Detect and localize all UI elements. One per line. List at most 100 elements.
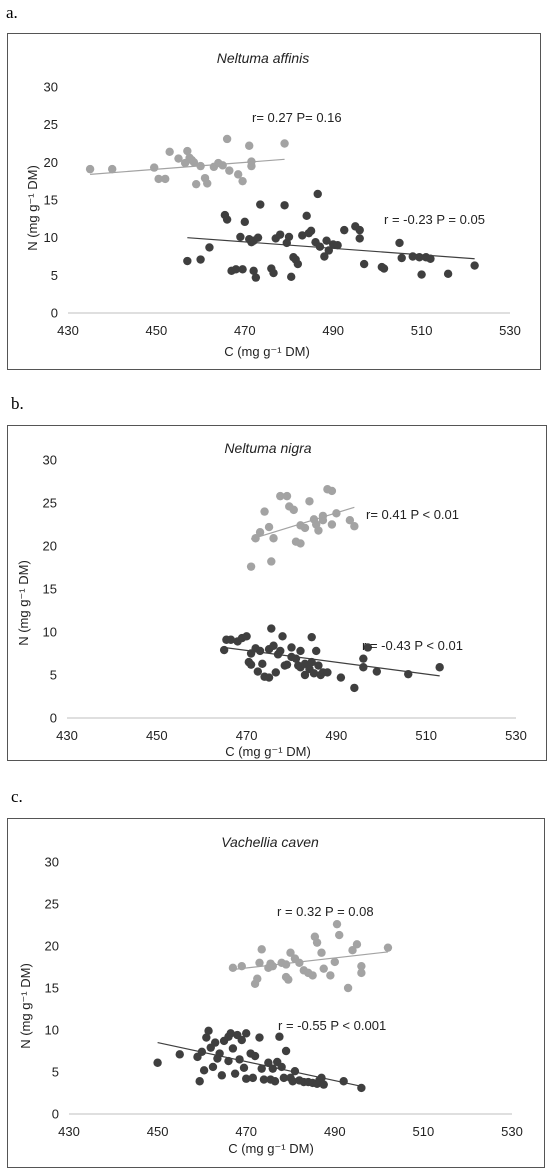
data-point (296, 539, 305, 548)
trend-line (187, 237, 475, 260)
data-point (340, 225, 349, 235)
data-point (357, 961, 366, 971)
x-tick-label: 430 (57, 323, 79, 338)
data-point (276, 491, 285, 501)
data-point (247, 161, 256, 171)
chart-a: Neltuma affinis C (mg g⁻¹ DM) N (mg g⁻¹ … (25, 50, 521, 359)
data-point (175, 1050, 184, 1059)
data-point (280, 201, 289, 210)
chart-c: Vachellia caven C (mg g⁻¹ DM) N (mg g⁻¹ … (18, 834, 523, 1156)
trend-line (232, 951, 389, 971)
x-tick-label: 450 (147, 1124, 169, 1139)
data-point (350, 522, 359, 531)
data-point (108, 164, 117, 174)
chart-b-frame: Neltuma nigra C (mg g⁻¹ DM) N (mg g⁻¹ DM… (7, 425, 547, 761)
data-point (289, 505, 298, 515)
y-axis-label: N (mg g⁻¹ DM) (18, 963, 33, 1049)
data-point (222, 134, 232, 144)
data-point (300, 670, 310, 680)
data-point (307, 657, 316, 667)
data-point (363, 643, 373, 652)
chart-title: Neltuma affinis (217, 50, 310, 66)
data-point (257, 1064, 266, 1073)
series-light (85, 134, 289, 189)
data-point (282, 660, 292, 669)
data-point (296, 646, 305, 656)
data-point (228, 963, 238, 973)
data-point (281, 1046, 291, 1056)
data-point (270, 1077, 280, 1086)
data-point (268, 961, 277, 971)
x-tick-label: 470 (236, 728, 258, 743)
y-tick-label: 25 (43, 496, 57, 511)
data-point (348, 946, 357, 955)
data-point (240, 217, 249, 227)
data-point (323, 668, 332, 677)
data-point (307, 632, 316, 642)
annotation-dark: r = -0.55 P < 0.001 (278, 1018, 386, 1033)
x-tick-label: 510 (415, 728, 437, 743)
data-point (242, 632, 251, 641)
y-tick-label: 30 (43, 453, 57, 468)
data-point (242, 1074, 251, 1083)
panel-a-letter: a. (6, 3, 18, 22)
data-point (267, 624, 276, 633)
data-point (202, 1033, 211, 1042)
y-tick-label: 0 (52, 1107, 59, 1122)
x-tick-label: 530 (499, 323, 521, 338)
data-point (372, 667, 382, 676)
data-point (355, 234, 364, 243)
x-tick-label: 450 (146, 323, 168, 338)
data-point (191, 179, 201, 189)
chart-b: Neltuma nigra C (mg g⁻¹ DM) N (mg g⁻¹ DM… (16, 440, 527, 759)
data-point (226, 635, 236, 644)
x-tick-label: 510 (413, 1124, 435, 1139)
data-point (286, 948, 295, 957)
x-tick-label: 490 (324, 1124, 346, 1139)
data-point (199, 1066, 209, 1075)
data-point (255, 646, 265, 656)
data-point (379, 264, 389, 273)
data-point (222, 215, 232, 224)
y-tick-label: 15 (45, 981, 59, 996)
data-point (275, 1032, 284, 1041)
data-point (271, 668, 280, 677)
data-point (293, 259, 303, 269)
data-point (228, 1044, 238, 1053)
data-point (357, 1083, 366, 1093)
data-point (196, 255, 205, 264)
y-axis-label: N (mg g⁻¹ DM) (25, 165, 40, 251)
data-point (282, 491, 292, 501)
data-point (161, 174, 170, 184)
y-tick-label: 20 (45, 939, 59, 954)
data-point (238, 265, 247, 274)
data-point (278, 632, 287, 641)
data-point (204, 1026, 213, 1036)
data-point (218, 161, 227, 170)
data-point (314, 526, 323, 535)
data-point (264, 673, 274, 682)
data-point (253, 974, 262, 983)
panel-c-letter: c. (11, 787, 23, 806)
data-point (317, 948, 326, 957)
data-point (85, 164, 95, 174)
data-point (336, 673, 346, 682)
annotation-dark: r = -0.23 P = 0.05 (384, 212, 485, 227)
y-tick-label: 15 (43, 582, 57, 597)
annotation-light: r = 0.32 P = 0.08 (277, 904, 374, 919)
data-point (290, 1066, 300, 1076)
data-point (319, 1080, 328, 1089)
x-tick-label: 430 (58, 1124, 80, 1139)
chart-c-frame: Vachellia caven C (mg g⁻¹ DM) N (mg g⁻¹ … (7, 818, 545, 1168)
x-axis-label: C (mg g⁻¹ DM) (228, 1141, 314, 1156)
data-point (343, 983, 353, 993)
data-point (435, 663, 444, 672)
data-point (253, 667, 263, 676)
x-axis-label: C (mg g⁻¹ DM) (225, 744, 311, 759)
data-point (284, 232, 294, 242)
data-point (327, 520, 337, 529)
data-point (306, 226, 316, 236)
y-tick-label: 20 (43, 539, 57, 554)
data-point (326, 971, 335, 980)
data-point (280, 139, 289, 148)
